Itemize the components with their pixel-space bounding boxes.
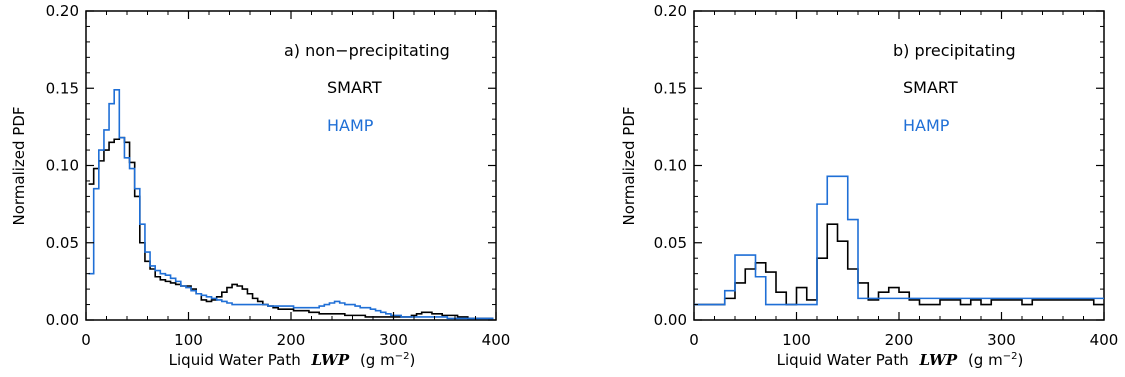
x-tick-label: 200 (277, 331, 306, 349)
series-layer (694, 175, 1104, 306)
x-axis-label-var: LWP (311, 351, 350, 369)
y-tick-label: 0.20 (46, 2, 79, 20)
legend-entry-hamp: HAMP (327, 116, 374, 135)
x-axis-label-exp: −2 (1003, 351, 1018, 362)
x-tick-label: 0 (81, 331, 91, 349)
x-axis-label-text: Liquid Water Path (169, 351, 301, 369)
y-tick-label: 0.00 (654, 311, 687, 329)
series-hamp-line (88, 89, 494, 320)
legend-entry-hamp: HAMP (903, 116, 950, 135)
x-tick-label: 200 (885, 331, 914, 349)
series-smart-line (88, 136, 494, 320)
ticks-layer: 0 100 200 300 400 0.00 0.05 0.10 0.15 0.20 (46, 2, 511, 349)
y-tick-label: 0.15 (46, 79, 79, 97)
x-tick-label: 400 (482, 331, 511, 349)
x-tick-label: 100 (782, 331, 811, 349)
x-axis-label: Liquid Water Path LWP (g m−2) (777, 351, 1024, 369)
x-axis-label-text: Liquid Water Path (777, 351, 909, 369)
ticks-layer: 0 100 200 300 400 0.00 0.05 0.10 0.15 0.20 (654, 2, 1119, 349)
y-tick-label: 0.05 (46, 234, 79, 252)
x-tick-label: 300 (379, 331, 408, 349)
series-smart-line (694, 223, 1104, 306)
x-axis-label-unit: (g m (968, 351, 1003, 369)
y-tick-label: 0.10 (654, 157, 687, 175)
x-axis-label: Liquid Water Path LWP (g m−2) (169, 351, 416, 369)
x-tick-label: 300 (987, 331, 1016, 349)
x-axis-label-exp: −2 (395, 351, 410, 362)
series-hamp-line (694, 175, 1104, 306)
x-tick-label: 100 (174, 331, 203, 349)
series-layer (88, 89, 494, 320)
y-axis-label: Normalized PDF (620, 106, 638, 225)
panel-label: b) precipitating (893, 41, 1016, 60)
x-tick-label: 0 (689, 331, 699, 349)
y-tick-label: 0.10 (46, 157, 79, 175)
panel-a: 0 100 200 300 400 0.00 0.05 0.10 0.15 0.20 a) non… (10, 2, 510, 369)
x-axis-label-close: ) (1017, 351, 1023, 369)
y-axis-label: Normalized PDF (10, 106, 28, 225)
x-axis-label-unit: (g m (360, 351, 395, 369)
y-tick-label: 0.05 (654, 234, 687, 252)
legend-entry-smart: SMART (903, 78, 958, 97)
legend-entry-smart: SMART (327, 78, 382, 97)
y-tick-label: 0.15 (654, 79, 687, 97)
panel-label: a) non−precipitating (284, 41, 450, 60)
panel-b: 0 100 200 300 400 0.00 0.05 0.10 0.15 0.20 b) pre… (620, 2, 1118, 369)
x-tick-label: 400 (1090, 331, 1119, 349)
x-axis-label-var: LWP (919, 351, 958, 369)
y-tick-label: 0.20 (654, 2, 687, 20)
y-tick-label: 0.00 (46, 311, 79, 329)
x-axis-label-close: ) (409, 351, 415, 369)
